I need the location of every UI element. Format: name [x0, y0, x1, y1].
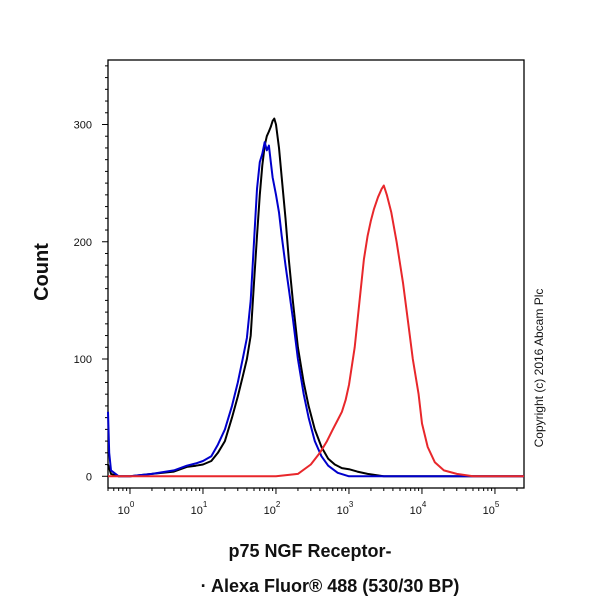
x-axis-ticks: 100 101 102 103 104 105: [107, 488, 518, 517]
y-axis-label: Count: [31, 243, 53, 301]
y-tick-label: 200: [74, 237, 92, 249]
x-tick-label: 102: [264, 500, 281, 517]
y-tick-label: 100: [74, 354, 92, 366]
x-tick-label: 100: [118, 500, 135, 517]
histogram-series-3: [108, 184, 524, 478]
histogram-series-2: [107, 141, 524, 478]
y-tick-label: 0: [86, 471, 92, 483]
x-axis-label-line1: p75 NGF Receptor-: [228, 541, 391, 561]
x-tick-label: 105: [483, 500, 500, 517]
x-axis-label-line2: · Alexa Fluor® 488 (530/30 BP): [201, 576, 460, 596]
x-tick-label: 103: [337, 500, 354, 517]
series-group: [107, 117, 524, 478]
y-tick-label: 300: [74, 119, 92, 131]
x-tick-label: 101: [191, 500, 208, 517]
copyright-text: Copyright (c) 2016 Abcam Plc: [532, 289, 546, 448]
plot-frame: [107, 59, 525, 489]
y-axis-ticks: 0 100 200 300: [74, 65, 108, 483]
histogram-series-1: [107, 117, 524, 478]
x-tick-label: 104: [410, 500, 427, 517]
